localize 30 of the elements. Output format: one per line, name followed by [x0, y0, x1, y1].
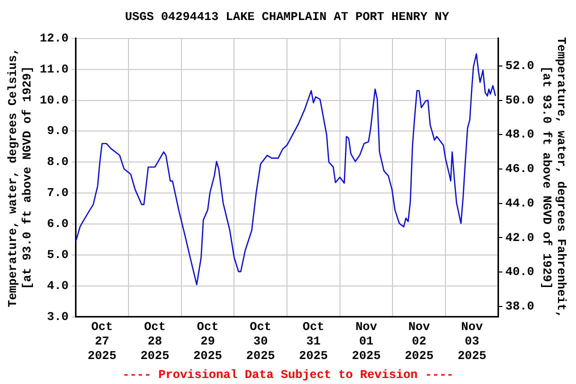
x-tick-label: Oct 29 2025 — [193, 320, 222, 363]
y-tick-label: 8.0 — [46, 155, 69, 170]
y2-tick-label: 46.0 — [505, 162, 534, 176]
y-tick-label: 4.0 — [46, 278, 69, 293]
y-tick-label: 7.0 — [46, 186, 69, 200]
y-axis-title: Temperature, water, degrees Celsius, [at 93.0 ft above NGVD of 1929] — [6, 48, 35, 308]
y-tick-label: 5.0 — [46, 248, 69, 262]
x-tick-label: Oct 27 2025 — [88, 320, 116, 363]
y2-tick-label: 42.0 — [505, 230, 534, 245]
y2-tick-label: 38.0 — [505, 300, 534, 314]
text: ---- Provisional Data Subject to Revision ---- — [122, 368, 454, 382]
y2-tick-label: 52.0 — [505, 58, 534, 73]
x-tick-label: Nov 02 2025 — [404, 320, 434, 363]
x-tick-label: Oct 28 2025 — [140, 320, 170, 363]
y2-tick-label: 44.0 — [505, 196, 534, 210]
chart-title: USGS 04294413 LAKE CHAMPLAIN AT PORT HENRY NY — [124, 10, 450, 24]
y2-tick-label: 48.0 — [505, 128, 534, 142]
x-tick-label: Nov 01 2025 — [352, 320, 381, 363]
y-tick-label: 11.0 — [40, 62, 69, 76]
y-tick-label: 3.0 — [46, 310, 69, 324]
x-tick-label: Oct 31 2025 — [299, 320, 328, 363]
y2-axis-title: Temperature, water, degrees Fahrenheit, [at 93.0 ft above NGVD of 1929] — [539, 37, 568, 318]
y2-tick-label: 40.0 — [505, 265, 534, 280]
x-tick-label: Oct 30 2025 — [246, 320, 275, 363]
y-tick-label: 9.0 — [46, 124, 69, 138]
y-tick-label: 12.0 — [40, 31, 69, 46]
y-tick-label: 6.0 — [46, 217, 69, 232]
y2-tick-label: 50.0 — [505, 93, 534, 108]
y-tick-label: 10.0 — [40, 93, 69, 108]
x-tick-label: Nov 03 2025 — [458, 320, 486, 363]
